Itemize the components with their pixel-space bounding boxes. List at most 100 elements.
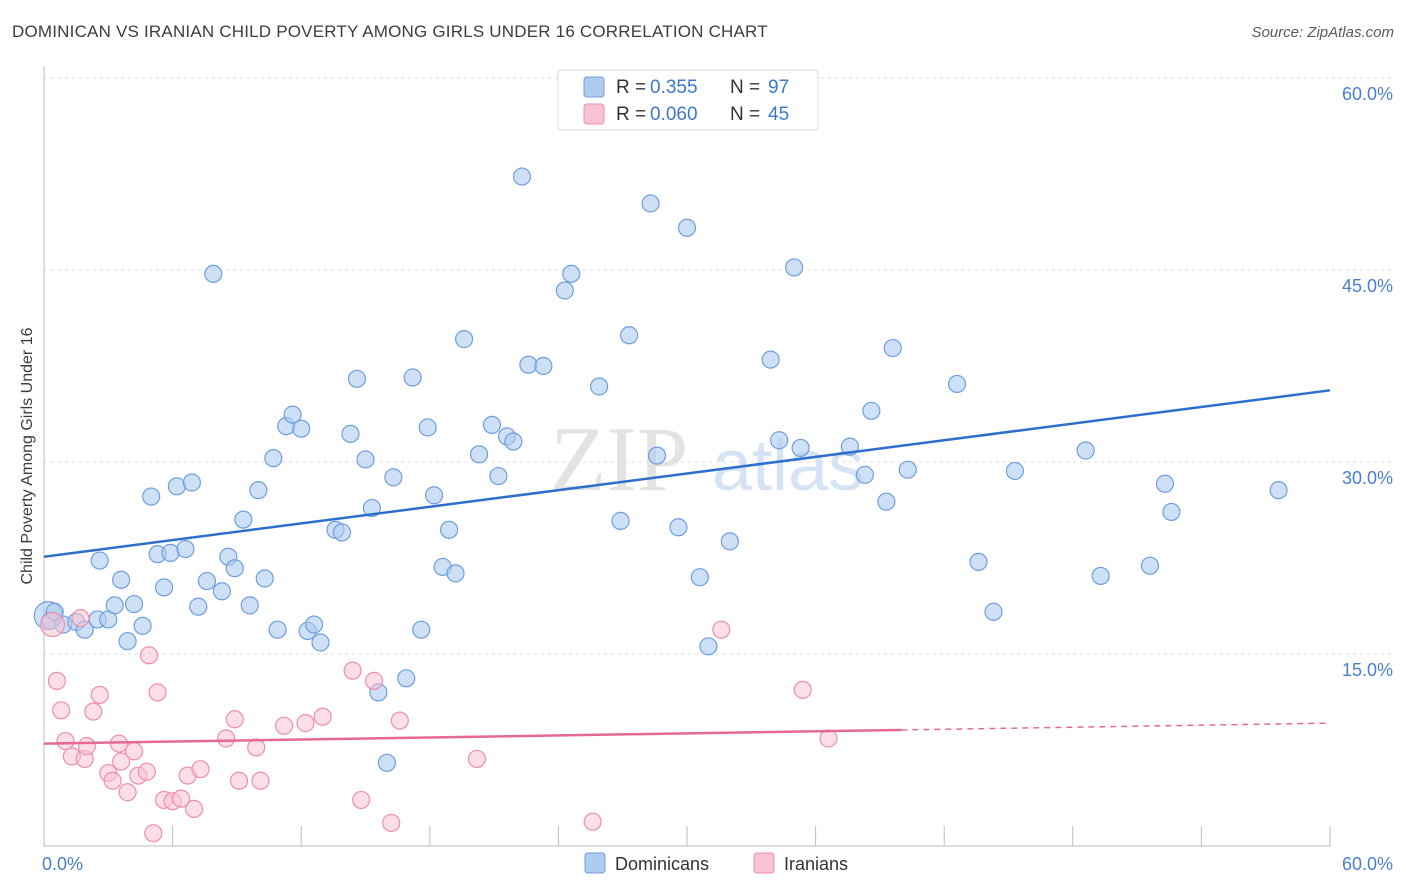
iranians-points <box>39 609 838 843</box>
dominican-point <box>204 264 223 283</box>
dominican-point <box>770 431 789 450</box>
dominican-point <box>182 473 201 492</box>
dominican-point <box>124 594 144 614</box>
iranian-point <box>84 702 103 721</box>
tick-labels: 15.0% 30.0% 45.0% 60.0% 0.0% 60.0% <box>42 84 1393 874</box>
legend-r-label: R = <box>616 77 646 98</box>
iranian-point <box>296 714 315 733</box>
dominican-point <box>454 330 474 349</box>
dominican-point <box>167 477 186 496</box>
dominican-point <box>268 620 287 639</box>
legend-label-dominicans: Dominicans <box>615 854 709 874</box>
iranians-trend-extension <box>901 722 1331 731</box>
iranian-point <box>225 710 244 729</box>
dominican-point <box>1155 474 1175 493</box>
dominican-point <box>347 369 367 388</box>
iranian-point <box>77 737 96 756</box>
dominican-point <box>377 753 397 772</box>
legend-label-iranians: Iranians <box>784 854 848 874</box>
dominican-point <box>984 602 1003 621</box>
watermark: ZIP atlas <box>550 408 864 510</box>
dominican-point <box>439 520 459 539</box>
series-legend: Dominicans Iranians <box>584 852 848 874</box>
y-tick-label: 30.0% <box>1342 468 1393 488</box>
legend-swatch-dominicans <box>583 76 605 98</box>
legend-swatch-iranians <box>583 103 605 125</box>
dominican-point <box>620 326 639 345</box>
dominican-point <box>197 571 216 591</box>
dominican-point <box>403 368 422 387</box>
dominican-point <box>161 543 180 562</box>
iranian-point <box>103 771 122 790</box>
dominican-point <box>341 424 360 443</box>
legend-r-value: 0.355 <box>650 77 698 98</box>
dominican-point <box>234 510 253 529</box>
dominican-point <box>504 432 523 451</box>
stats-legend: R = 0.355 N = 97 R = 0.060 N = 45 <box>557 69 819 131</box>
dominican-point <box>249 481 268 500</box>
iranian-point <box>184 799 204 818</box>
dominican-point <box>862 401 881 420</box>
legend-n-value: 45 <box>768 104 789 125</box>
trend-lines <box>43 389 1331 745</box>
dominican-point <box>947 374 967 394</box>
iranian-point <box>71 609 90 628</box>
dominican-point <box>304 615 324 634</box>
watermark-atlas: atlas <box>712 426 864 506</box>
iranian-point <box>247 738 266 757</box>
iranian-point <box>137 762 156 781</box>
legend-swatch-dominicans <box>584 852 606 874</box>
iranian-point <box>39 611 66 638</box>
iranian-point <box>148 683 167 702</box>
dominican-point <box>898 460 917 479</box>
dominican-point <box>1162 502 1181 522</box>
iranian-point <box>191 760 210 779</box>
dominican-point <box>412 620 431 639</box>
dominican-point <box>212 582 231 601</box>
iranians-trend-line <box>43 728 902 745</box>
dominican-point <box>176 539 195 559</box>
dominican-point <box>240 596 259 615</box>
dominican-point <box>189 597 208 616</box>
iranian-point <box>583 812 602 831</box>
iranian-point <box>56 731 75 751</box>
iranian-point <box>712 620 731 639</box>
dominican-point <box>311 633 330 652</box>
dominican-point <box>225 559 244 578</box>
dominican-point <box>356 450 375 469</box>
dominican-point <box>883 338 902 358</box>
y-tick-label: 15.0% <box>1342 660 1393 680</box>
legend-swatch-iranians <box>753 852 775 874</box>
dominican-point <box>512 167 532 186</box>
dominican-point <box>142 487 161 506</box>
dominican-point <box>641 194 660 213</box>
dominican-point <box>292 419 311 438</box>
dominican-point <box>397 669 416 688</box>
dominican-point <box>855 465 874 484</box>
dominican-point <box>690 568 709 587</box>
legend-n-label: N = <box>730 77 760 98</box>
dominican-point <box>446 564 465 583</box>
dominican-point <box>264 449 283 468</box>
dominican-point <box>785 258 804 277</box>
dominican-point <box>362 498 382 518</box>
iranian-point <box>172 789 191 808</box>
dominican-point <box>283 405 302 424</box>
dominican-point <box>669 518 688 537</box>
watermark-zip: ZIP <box>550 408 688 510</box>
dominican-point <box>534 356 553 376</box>
dominican-point <box>384 468 403 487</box>
x-tick-label: 0.0% <box>42 854 83 874</box>
source-credit: Source: ZipAtlas.com <box>1251 24 1394 41</box>
dominican-point <box>118 632 137 651</box>
dominican-point <box>1140 556 1160 575</box>
dominican-point <box>424 486 444 505</box>
iranian-point <box>467 749 487 769</box>
iranian-point <box>144 824 163 843</box>
iranian-point <box>124 742 144 761</box>
iranian-point <box>90 685 109 705</box>
dominican-point <box>105 596 124 615</box>
dominican-point <box>555 281 574 300</box>
dominican-point <box>469 445 489 464</box>
